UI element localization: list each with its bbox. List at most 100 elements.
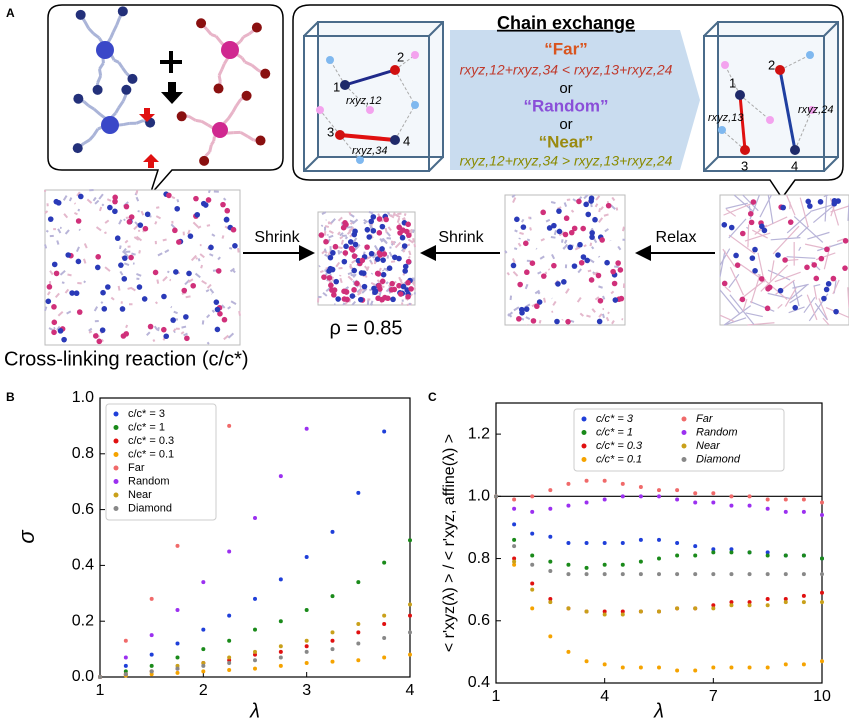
data-point — [408, 614, 412, 618]
data-point — [408, 630, 412, 634]
sim-bead — [327, 275, 333, 281]
data-point — [603, 662, 607, 666]
sim-chain — [388, 212, 389, 214]
data-point — [766, 507, 770, 511]
sim-bead — [821, 296, 827, 302]
data-point — [766, 665, 770, 669]
legend-label: Far — [696, 413, 714, 425]
sim-bead — [137, 284, 143, 290]
sim-chain — [74, 213, 77, 215]
sim-chain — [70, 198, 72, 201]
sim-bead — [402, 243, 408, 249]
sim-chain — [119, 286, 120, 291]
sim-chain — [551, 202, 555, 203]
sim-bead — [321, 274, 327, 280]
legend-marker — [114, 452, 119, 457]
sim-bead — [332, 287, 338, 293]
data-point — [675, 541, 679, 545]
sim-bead — [572, 263, 578, 269]
sim-chain — [603, 296, 604, 299]
data-point — [603, 563, 607, 567]
sim-bead — [514, 217, 520, 223]
sim-bead — [224, 208, 230, 214]
sim-bead — [174, 206, 180, 212]
chain — [219, 75, 220, 82]
sim-bead — [53, 199, 59, 205]
data-point — [748, 504, 752, 508]
sim-bead — [380, 224, 386, 230]
sim-chain — [329, 252, 331, 256]
data-point — [675, 606, 679, 610]
sim-bead — [765, 306, 771, 312]
data-point — [784, 662, 788, 666]
sim-chain — [411, 229, 412, 234]
data-point — [305, 639, 309, 643]
sim-chain — [383, 270, 384, 271]
sim-bead — [387, 265, 393, 271]
sim-bead — [833, 309, 839, 315]
sim-chain — [538, 292, 540, 294]
sim-chain — [343, 303, 344, 305]
data-point — [802, 510, 806, 514]
data-point — [548, 634, 552, 638]
sim-bead — [733, 253, 739, 259]
node-label: 1 — [333, 79, 340, 94]
data-point — [227, 639, 231, 643]
sim-bead — [792, 305, 798, 311]
sim-chain — [394, 213, 395, 216]
sim-bead — [58, 328, 64, 334]
caption: Cross-linking reaction (c/c*) — [4, 348, 249, 370]
sim-bead — [54, 271, 60, 277]
sim-chain — [45, 244, 46, 248]
data-point — [802, 662, 806, 666]
sim-chain — [182, 327, 187, 328]
chain — [123, 123, 129, 124]
data-point — [201, 647, 205, 651]
sim-chain — [345, 237, 347, 239]
data-point — [227, 668, 231, 672]
sim-chain — [527, 239, 530, 240]
data-point — [408, 602, 412, 606]
data-point — [124, 664, 128, 668]
sim-bead — [328, 255, 334, 261]
sim-bead — [759, 276, 765, 282]
bond-label: rxyz,12 — [346, 95, 381, 107]
data-point — [530, 553, 534, 557]
sim-chain — [319, 266, 320, 267]
data-point — [675, 497, 679, 501]
sim-chain — [156, 207, 159, 208]
sim-chain — [229, 248, 232, 249]
sim-bead — [176, 239, 182, 245]
sim-chain — [67, 274, 71, 275]
data-point — [711, 550, 715, 554]
panel-a: A Chain exchange “Far” rxyz,12+rxyz,34 <… — [4, 5, 849, 370]
data-point — [566, 650, 570, 654]
sim-bead — [610, 269, 616, 275]
figure: A Chain exchange “Far” rxyz,12+rxyz,34 <… — [0, 0, 849, 720]
node — [390, 65, 400, 75]
sim-chain — [599, 208, 600, 212]
sim-bead — [749, 220, 755, 226]
sim-bead — [76, 259, 82, 265]
sim-chain — [102, 204, 103, 205]
sim-chain — [391, 261, 395, 262]
sim-bead — [612, 281, 618, 287]
sim-bead — [824, 287, 830, 293]
data-point — [820, 513, 824, 517]
sim-bead — [818, 199, 824, 205]
sim-bead — [398, 291, 404, 297]
sim-bead — [365, 227, 371, 233]
sim-chain — [519, 233, 523, 234]
sim-bead — [598, 298, 604, 304]
sim-chain — [136, 190, 137, 194]
data-point — [279, 650, 283, 654]
data-point — [693, 669, 697, 673]
data-point — [657, 665, 661, 669]
data-point — [512, 544, 516, 548]
y-tick-label: 1.0 — [72, 389, 94, 406]
data-point — [176, 608, 180, 612]
data-point — [227, 655, 231, 659]
sim-chain — [342, 240, 343, 245]
sim-bead — [78, 194, 84, 200]
sim-chain — [349, 212, 350, 215]
